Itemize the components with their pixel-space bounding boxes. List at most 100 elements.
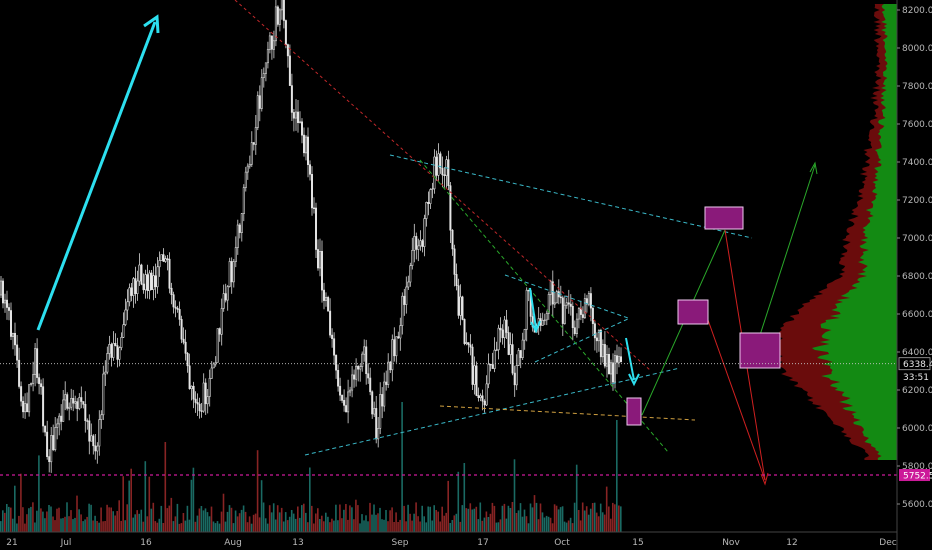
volume-bar (14, 485, 16, 532)
volume-bar (425, 522, 427, 532)
volume-bar (20, 473, 22, 532)
volume-bar (18, 515, 20, 532)
volume-bar (76, 495, 78, 532)
volume-bar (174, 516, 177, 532)
volume-bar (427, 506, 429, 532)
candle-body (555, 291, 558, 304)
volume-bar (373, 504, 375, 532)
candle-body (541, 319, 544, 326)
candle-body (162, 254, 165, 262)
candle-body (324, 296, 327, 301)
candle-body (593, 323, 596, 339)
volume-bar (172, 521, 175, 532)
candle-body (331, 334, 334, 340)
volume-bar (597, 516, 600, 532)
candle-body (367, 373, 370, 379)
candle-body (361, 353, 364, 368)
candle-body (48, 456, 51, 463)
x-tick-label: Oct (554, 538, 570, 548)
candle-body (116, 345, 119, 360)
candle-body (112, 342, 115, 358)
candle-body (393, 339, 396, 357)
cyan-short-line-2 (504, 274, 629, 319)
candle-body (86, 420, 89, 422)
candle-body (365, 346, 368, 374)
volume-bar (160, 505, 163, 532)
candle-body (172, 294, 175, 308)
x-tick-label: 15 (632, 538, 643, 548)
candle-body (226, 286, 229, 301)
volume-bar (529, 503, 532, 532)
candle-body (246, 165, 249, 173)
volume-bar (495, 522, 498, 532)
volume-bar (292, 513, 295, 532)
green-projection-2 (759, 164, 816, 336)
volume-bar (317, 508, 319, 532)
volume-bar (286, 520, 289, 532)
candle-body (154, 275, 157, 288)
target-box-3 (704, 206, 744, 230)
volume-bar (154, 521, 157, 532)
candle-body (465, 342, 468, 344)
volume-bar (40, 508, 42, 532)
candles (0, 0, 622, 473)
volume-bar (433, 505, 435, 532)
cyan-small-arrowhead (530, 320, 541, 334)
candle-body (284, 20, 287, 45)
volume-bar (8, 506, 10, 532)
volume-bar (329, 522, 331, 532)
candle-body (238, 224, 241, 233)
volume-bar (12, 518, 14, 532)
candle-body (126, 301, 129, 311)
candle-body (515, 365, 518, 386)
candle-body (485, 383, 488, 406)
volume-bar (543, 517, 546, 532)
x-tick-label: 21 (6, 538, 17, 548)
volume-bar (28, 508, 30, 532)
volume-bar (140, 509, 143, 532)
candle-body (353, 374, 356, 380)
volume-bar (184, 520, 187, 532)
volume-bar (563, 521, 566, 532)
volume-bar (389, 510, 391, 532)
volume-bar (379, 507, 381, 532)
candle-body (82, 401, 85, 405)
x-tick-label: 17 (477, 538, 488, 548)
volume-bar (381, 519, 383, 532)
candle-body (471, 346, 474, 385)
volume-bar (511, 502, 514, 532)
candle-body (74, 401, 77, 404)
candle-body (252, 142, 255, 145)
candle-body (377, 427, 380, 440)
volume-bar (371, 514, 373, 532)
volume-bar (447, 480, 449, 532)
candle-body (477, 395, 480, 399)
candle-body (573, 327, 576, 335)
volume-bar (158, 518, 161, 532)
candle-body (310, 174, 313, 209)
candle-body (505, 319, 508, 333)
volume-bar (84, 519, 86, 532)
x-tick-label: Nov (722, 538, 740, 548)
candle-body (322, 289, 325, 301)
cyan-arrowhead (143, 14, 160, 34)
candle-body (60, 415, 63, 422)
candle-body (509, 344, 512, 355)
volume-bar (401, 402, 403, 532)
candle-body (411, 250, 414, 267)
y-tick-label: 5600.0 (902, 500, 932, 510)
candle-body (525, 289, 528, 330)
candle-body (459, 296, 462, 316)
candle-body (453, 248, 456, 275)
candle-body (320, 251, 323, 291)
candle-body (68, 406, 71, 409)
candle-body (122, 324, 125, 338)
volume-bar (417, 516, 419, 532)
volume-bar (10, 507, 12, 532)
candle-body (52, 435, 55, 450)
candle-body (435, 156, 438, 176)
candle-body (190, 385, 193, 390)
volume-bar (268, 505, 271, 532)
volume-bar (620, 506, 622, 532)
